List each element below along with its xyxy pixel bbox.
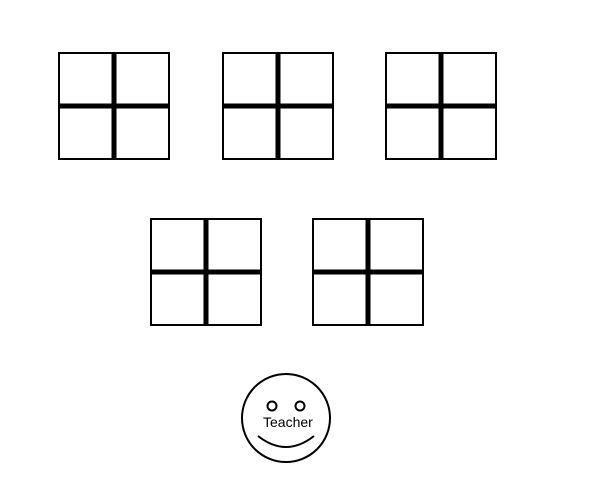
desk-group xyxy=(312,218,424,326)
desk-group xyxy=(385,52,497,160)
desk-group xyxy=(222,52,334,160)
teacher-label: Teacher xyxy=(263,414,313,430)
desk-group xyxy=(58,52,170,160)
desk-group xyxy=(150,218,262,326)
